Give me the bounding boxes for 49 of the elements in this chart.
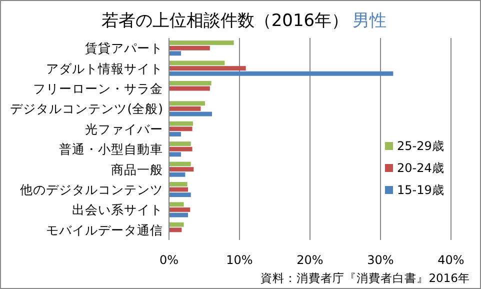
bar — [169, 132, 181, 136]
y-tick-label: 他のデジタルコンテンツ — [20, 182, 163, 197]
bar — [169, 112, 212, 116]
text: 資料：消費者庁『消費者白書』2016年 — [260, 271, 470, 285]
bar — [169, 146, 192, 152]
bar — [169, 126, 192, 132]
bar — [169, 46, 210, 50]
y-tick-label: デジタルコンテンツ(全般) — [10, 101, 163, 116]
bar — [169, 187, 188, 192]
x-tick-label: 30% — [367, 253, 394, 267]
legend-label: 15-19歳 — [397, 183, 444, 197]
y-tick-label: モバイルデータ通信 — [46, 222, 163, 238]
y-tick-label: 光ファイバー — [85, 121, 163, 136]
bar — [169, 71, 394, 76]
bar — [169, 192, 191, 198]
bar — [169, 121, 193, 126]
y-tick-label: 普通・小型自動車 — [59, 142, 163, 157]
x-tick-label: 0% — [159, 253, 179, 267]
bar — [169, 162, 191, 166]
x-tick-label: 20% — [296, 253, 324, 267]
bar — [169, 142, 191, 146]
x-tick-label: 10% — [226, 253, 253, 267]
legend-label: 20-24歳 — [397, 161, 444, 175]
chart-subtitle: 男性 — [352, 11, 387, 31]
y-tick-label: フリーローン・サラ金 — [33, 81, 163, 96]
bar — [169, 60, 225, 66]
y-tick-label: 賃貸アパート — [85, 40, 163, 56]
chart-title: 若者の上位相談件数（2016年） — [101, 11, 349, 31]
bar — [169, 202, 184, 207]
bar — [169, 182, 188, 186]
bar — [169, 207, 190, 212]
bar — [169, 167, 194, 172]
y-tick-label: アダルト情報サイト — [46, 60, 163, 76]
bar — [169, 80, 212, 86]
bar — [169, 66, 246, 71]
bar — [169, 51, 181, 56]
bar — [169, 212, 188, 218]
bar — [169, 40, 234, 46]
bar — [169, 172, 186, 177]
bar — [169, 152, 181, 157]
bar — [169, 106, 201, 111]
x-tick-label: 40% — [438, 253, 464, 267]
bar — [169, 222, 184, 227]
y-tick-label: 出会い系サイト — [72, 202, 163, 218]
legend-label: 25-29歳 — [397, 139, 444, 153]
bar — [169, 86, 210, 91]
bar — [169, 228, 182, 232]
bar — [169, 101, 205, 106]
y-tick-label: 商品一般 — [111, 162, 163, 177]
